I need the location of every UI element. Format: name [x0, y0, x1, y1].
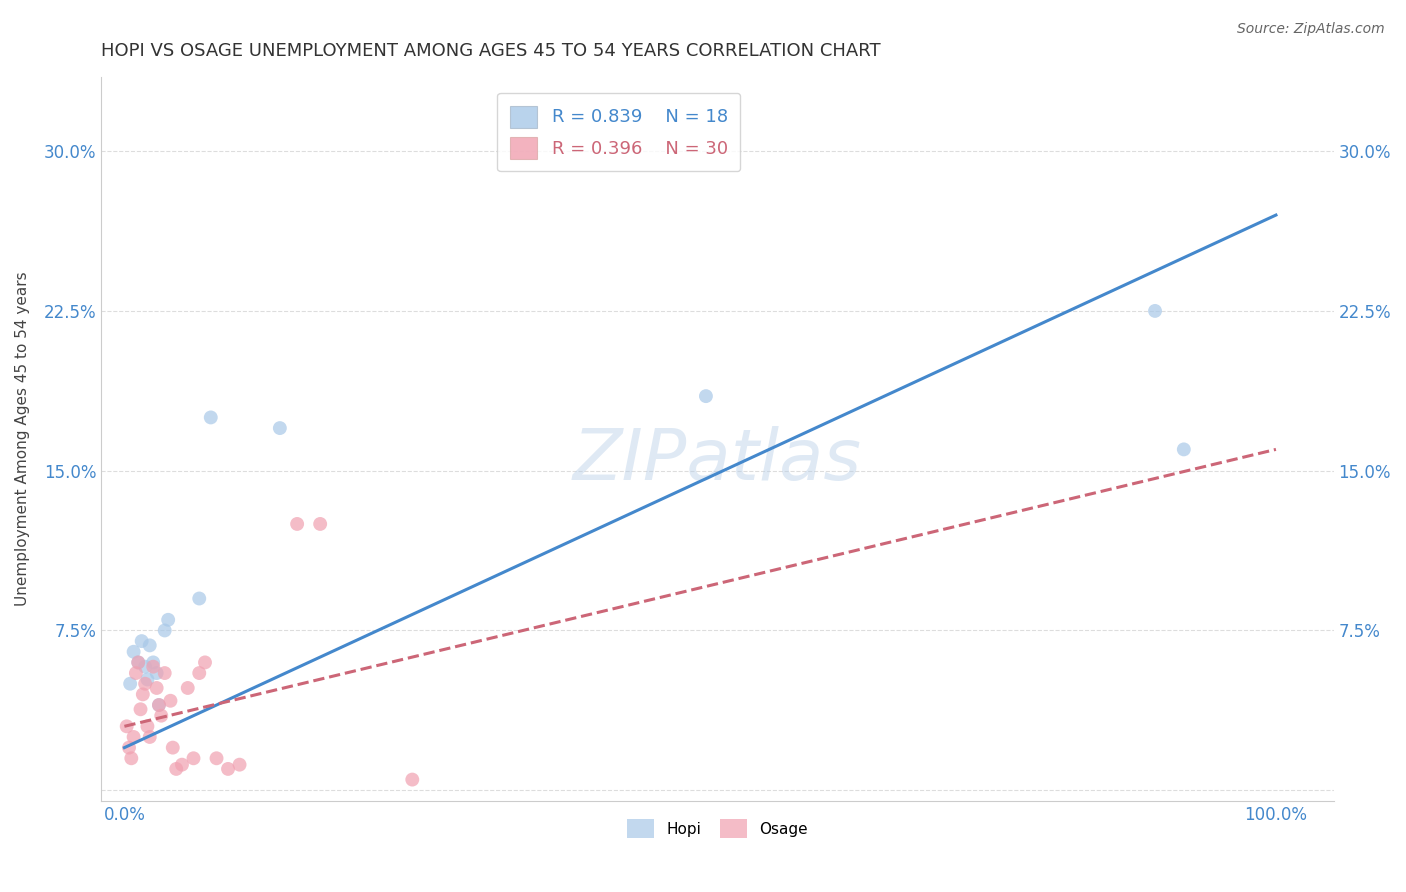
Point: [127, 656, 149, 670]
Point: [401, 772, 423, 787]
Point: [129, 702, 152, 716]
Point: [142, 656, 165, 670]
Point: [134, 676, 156, 690]
Point: [165, 762, 187, 776]
Point: [150, 708, 173, 723]
Legend: Hopi, Osage: Hopi, Osage: [620, 814, 814, 844]
Point: [200, 410, 222, 425]
Point: [118, 740, 141, 755]
Text: HOPI VS OSAGE UNEMPLOYMENT AMONG AGES 45 TO 54 YEARS CORRELATION CHART: HOPI VS OSAGE UNEMPLOYMENT AMONG AGES 45…: [101, 42, 882, 60]
Point: [217, 762, 239, 776]
Point: [139, 639, 162, 653]
Point: [153, 624, 176, 638]
Point: [120, 676, 142, 690]
Point: [125, 666, 148, 681]
Point: [153, 666, 176, 681]
Point: [139, 730, 162, 744]
Point: [177, 681, 200, 695]
Point: [157, 613, 180, 627]
Point: [122, 645, 145, 659]
Point: [134, 659, 156, 673]
Point: [162, 740, 184, 755]
Point: [285, 516, 308, 531]
Point: [145, 666, 167, 681]
Point: [695, 389, 717, 403]
Point: [142, 659, 165, 673]
Point: [131, 634, 153, 648]
Point: [136, 673, 159, 687]
Point: [148, 698, 170, 712]
Point: [120, 751, 142, 765]
Text: Source: ZipAtlas.com: Source: ZipAtlas.com: [1237, 22, 1385, 37]
Point: [145, 681, 167, 695]
Point: [170, 757, 193, 772]
Point: [269, 421, 291, 435]
Point: [159, 694, 181, 708]
Y-axis label: Unemployment Among Ages 45 to 54 years: Unemployment Among Ages 45 to 54 years: [15, 271, 30, 606]
Point: [194, 656, 217, 670]
Point: [205, 751, 228, 765]
Point: [188, 591, 211, 606]
Point: [309, 516, 332, 531]
Text: ZIPatlas: ZIPatlas: [572, 426, 862, 495]
Point: [136, 719, 159, 733]
Point: [148, 698, 170, 712]
Point: [183, 751, 205, 765]
Point: [122, 730, 145, 744]
Point: [188, 666, 211, 681]
Point: [127, 656, 149, 670]
Point: [132, 687, 155, 701]
Point: [1143, 304, 1166, 318]
Point: [1173, 442, 1195, 457]
Point: [115, 719, 138, 733]
Point: [228, 757, 250, 772]
